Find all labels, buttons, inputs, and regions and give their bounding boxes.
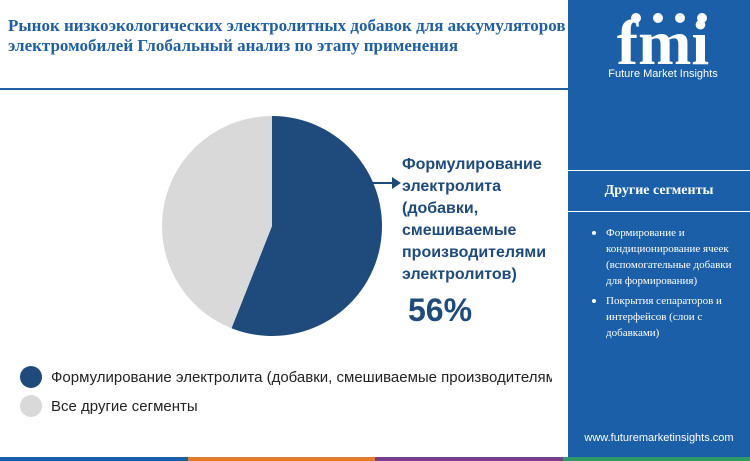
callout-percentage: 56% bbox=[408, 292, 473, 328]
fmi-logo-icon: fmi bbox=[617, 8, 709, 78]
title-divider bbox=[0, 88, 568, 90]
callout-label: Формулирование электролита (добавки, сме… bbox=[402, 156, 547, 283]
bottom-bar-segment bbox=[562, 457, 750, 461]
legend-item-electrolyte: Формулирование электролита (добавки, сме… bbox=[20, 365, 552, 389]
sidebar-segment-item: Покрытия сепараторов и интерфейсов (слои… bbox=[590, 293, 740, 341]
legend-item-other: Все другие сегменты bbox=[20, 394, 552, 418]
bottom-bar-segment bbox=[375, 457, 563, 461]
sidebar-heading: Другие сегменты bbox=[568, 170, 750, 212]
sidebar-segment-list: Формирование и кондиционирование ячеек (… bbox=[590, 225, 740, 345]
callout-arrow-icon bbox=[368, 177, 401, 189]
pie-slice-0 bbox=[231, 116, 382, 336]
sidebar: fmi Future Market Insights Другие сегмен… bbox=[568, 0, 750, 458]
legend-swatch bbox=[20, 395, 42, 417]
pie-chart bbox=[161, 116, 382, 336]
bottom-bar-segment bbox=[0, 457, 188, 461]
legend-swatch bbox=[20, 366, 42, 388]
chart-legend: Формулирование электролита (добавки, сме… bbox=[20, 365, 552, 423]
legend-label: Все другие сегменты bbox=[51, 397, 198, 415]
website-url: www.futuremarketinsights.com bbox=[584, 432, 734, 444]
bottom-bar-segment bbox=[187, 457, 375, 461]
page-title: Рынок низкоэкологических электролитных д… bbox=[8, 16, 566, 55]
legend-label: Формулирование электролита (добавки, сме… bbox=[51, 368, 552, 386]
pie-slice-1 bbox=[161, 116, 272, 329]
logo-tagline: Future Market Insights bbox=[608, 68, 718, 80]
bottom-color-bar bbox=[0, 457, 750, 461]
sidebar-segment-item: Формирование и кондиционирование ячеек (… bbox=[590, 225, 740, 289]
